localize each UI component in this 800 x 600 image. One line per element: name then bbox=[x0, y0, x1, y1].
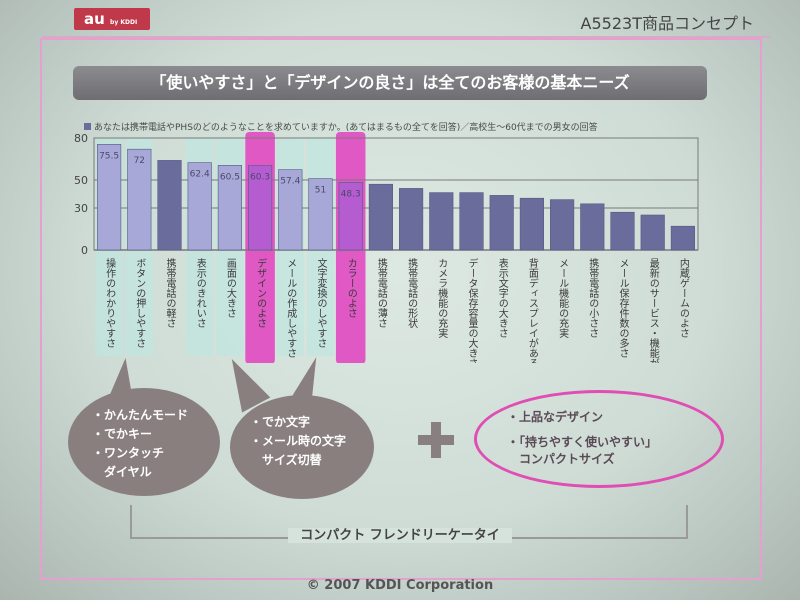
bar-value-label: 72 bbox=[134, 156, 145, 166]
bar bbox=[580, 203, 605, 251]
oval-line: ・「持ちやすく使いやすい」 bbox=[507, 435, 658, 449]
y-tick-label: 0 bbox=[81, 244, 88, 257]
headline-banner: 「使いやすさ」と「デザインの良さ」は全てのお客様の基本ニーズ bbox=[73, 66, 707, 100]
survey-question: あなたは携帯電話やPHSのどのようなことを求めていますか。(あてはまるもの全てを… bbox=[84, 120, 598, 133]
tagline: コンパクト フレンドリーケータイ bbox=[288, 528, 512, 543]
category-label: カラーのよさ bbox=[345, 258, 357, 318]
slide-title: A5523T商品コンセプト bbox=[580, 14, 754, 33]
survey-question-text: あなたは携帯電話やPHSのどのようなことを求めていますか。(あてはまるもの全てを… bbox=[94, 123, 598, 133]
bar-value-label: 75.5 bbox=[99, 151, 119, 161]
bar-chart: 0 30 50 80 75.5 72 62.4 60.5 60.3 57.4 51 48.3 操作のわ… bbox=[74, 132, 699, 363]
category-label: データ保存容量の大きさ bbox=[466, 257, 478, 363]
category-label: 内蔵ゲームのよさ bbox=[677, 257, 689, 338]
bar bbox=[399, 188, 424, 251]
category-label: メールの作成しやすさ bbox=[285, 258, 297, 358]
plus-icon bbox=[418, 422, 454, 458]
bar bbox=[429, 192, 454, 251]
bubble-line: ダイヤル bbox=[92, 465, 152, 479]
feature-bubble-operation: ・かんたんモード ・でかキー ・ワンタッチ ダイヤル bbox=[68, 388, 220, 496]
bar bbox=[670, 225, 695, 251]
oval-line: ・上品なデザイン bbox=[507, 410, 604, 424]
y-tick-label: 80 bbox=[74, 132, 88, 145]
category-label: 携帯電話の薄さ bbox=[375, 257, 387, 328]
bubble-line: ・メール時の文字 bbox=[250, 434, 347, 448]
top-divider bbox=[42, 36, 770, 38]
bubble-line: ・ワンタッチ bbox=[92, 446, 165, 460]
y-tick-label: 50 bbox=[74, 174, 88, 187]
bar-value-label: 48.3 bbox=[341, 189, 361, 199]
legend-square-icon bbox=[84, 123, 91, 130]
bar bbox=[248, 165, 273, 251]
category-label: 表示のきれいさ bbox=[194, 257, 206, 328]
bar bbox=[308, 178, 333, 251]
y-tick-label: 30 bbox=[74, 202, 88, 215]
bar bbox=[127, 148, 152, 251]
bar-value-label: 60.3 bbox=[250, 173, 270, 183]
bar bbox=[368, 183, 393, 251]
content-frame bbox=[40, 38, 762, 580]
category-label: ボタンの押しやすさ bbox=[134, 258, 146, 348]
feature-bubble-text: ・でか文字 ・メール時の文字 サイズ切替 bbox=[230, 395, 374, 499]
category-label: 画面の大きさ bbox=[224, 258, 236, 318]
au-logo: au by KDDI bbox=[74, 8, 150, 30]
category-label: 携帯電話の形状 bbox=[406, 257, 418, 328]
bar-value-label: 62.4 bbox=[190, 170, 210, 180]
category-label: 最新のサービス・機能がついている bbox=[647, 258, 659, 363]
category-label: 操作のわかりやすさ bbox=[104, 257, 116, 348]
category-label: カメラ機能の充実 bbox=[436, 258, 448, 339]
oval-line: コンパクトサイズ bbox=[507, 452, 615, 466]
category-label: 文字変換のしやすさ bbox=[315, 257, 327, 348]
copyright-footer: © 2007 KDDI Corporation bbox=[306, 578, 494, 593]
bar-value-label: 60.5 bbox=[220, 172, 240, 182]
category-label: 携帯電話の軽さ bbox=[164, 257, 176, 328]
bar bbox=[519, 197, 544, 251]
bar bbox=[157, 160, 182, 251]
design-oval: ・上品なデザイン ・「持ちやすく使いやすい」 コンパクトサイズ bbox=[474, 390, 724, 488]
bar bbox=[338, 182, 363, 251]
bar bbox=[459, 192, 484, 251]
bubble-line: ・でかキー bbox=[92, 427, 153, 441]
bar bbox=[278, 169, 303, 251]
bubble-line: ・でか文字 bbox=[250, 415, 311, 429]
category-label: 表示文字の大きさ bbox=[496, 257, 508, 338]
bar-value-label: 57.4 bbox=[280, 177, 300, 187]
bar bbox=[640, 214, 665, 251]
bar bbox=[217, 164, 242, 251]
category-label: 携帯電話の小ささ bbox=[587, 257, 599, 338]
bar-value-label: 51 bbox=[315, 186, 326, 196]
bar bbox=[187, 162, 212, 251]
bar bbox=[489, 195, 514, 251]
bar bbox=[97, 143, 122, 251]
bubble-line: ・かんたんモード bbox=[92, 408, 189, 422]
category-label: メール保存件数の多さ bbox=[617, 258, 629, 358]
category-label: 背面ディスプレイがあること bbox=[526, 257, 538, 363]
category-label: メール機能の充実 bbox=[557, 258, 569, 339]
bar bbox=[610, 211, 635, 251]
bubble-line: サイズ切替 bbox=[250, 453, 322, 467]
category-label: デザインのよさ bbox=[255, 257, 267, 328]
bar bbox=[550, 199, 575, 251]
